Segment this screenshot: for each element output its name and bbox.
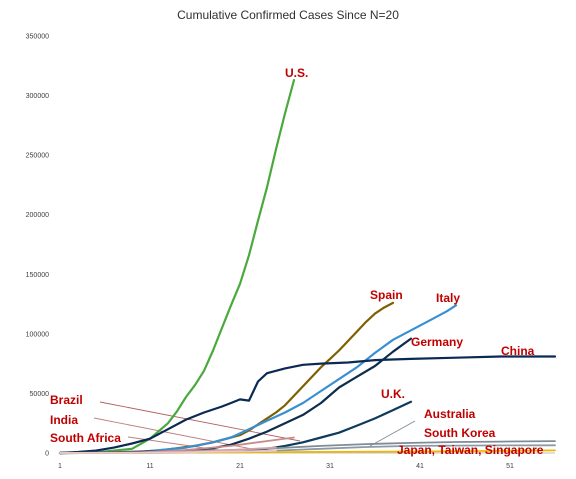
y-tick-label: 350000 bbox=[26, 34, 49, 41]
x-tick-label: 41 bbox=[416, 463, 424, 470]
label-connector-line bbox=[99, 401, 301, 442]
series-label-japan-taiwan-singapore: Japan, Taiwan, Singapore bbox=[397, 443, 544, 457]
y-axis: 0 50000 100000 150000 200000 250000 300000 3500… bbox=[26, 34, 49, 458]
series-label-germany: Germany bbox=[411, 335, 463, 349]
y-tick-label: 50000 bbox=[30, 391, 50, 398]
label-connectors bbox=[93, 401, 416, 453]
label-connector-line bbox=[369, 420, 416, 447]
series-line-italy bbox=[58, 304, 458, 455]
series-label-u-s: U.S. bbox=[285, 66, 308, 80]
x-tick-label: 21 bbox=[236, 463, 244, 470]
series-labels: U.S. Spain Italy Germany China U.K. Brazil Indi… bbox=[50, 66, 544, 457]
series-line-south-africa bbox=[59, 449, 277, 454]
series-label-india: India bbox=[50, 413, 78, 427]
series-label-italy: Italy bbox=[436, 291, 460, 305]
y-tick-label: 0 bbox=[45, 451, 49, 458]
series-label-south-africa: South Africa bbox=[50, 431, 121, 445]
y-tick-label: 200000 bbox=[26, 212, 49, 219]
series-label-china: China bbox=[501, 344, 535, 358]
chart-title: Cumulative Confirmed Cases Since N=20 bbox=[177, 8, 399, 22]
y-tick-label: 300000 bbox=[26, 93, 49, 100]
series-lines bbox=[58, 78, 557, 455]
x-tick-label: 1 bbox=[58, 463, 62, 470]
y-tick-label: 250000 bbox=[26, 153, 49, 160]
series-label-spain: Spain bbox=[370, 288, 403, 302]
y-tick-label: 150000 bbox=[26, 272, 49, 279]
series-label-south-korea: South Korea bbox=[424, 426, 496, 440]
x-tick-label: 31 bbox=[326, 463, 334, 470]
x-tick-label: 51 bbox=[506, 463, 514, 470]
y-tick-label: 100000 bbox=[26, 331, 49, 338]
series-label-australia: Australia bbox=[424, 407, 476, 421]
series-label-u-k: U.K. bbox=[381, 387, 405, 401]
series-label-brazil: Brazil bbox=[50, 393, 83, 407]
x-tick-label: 11 bbox=[146, 463, 153, 470]
